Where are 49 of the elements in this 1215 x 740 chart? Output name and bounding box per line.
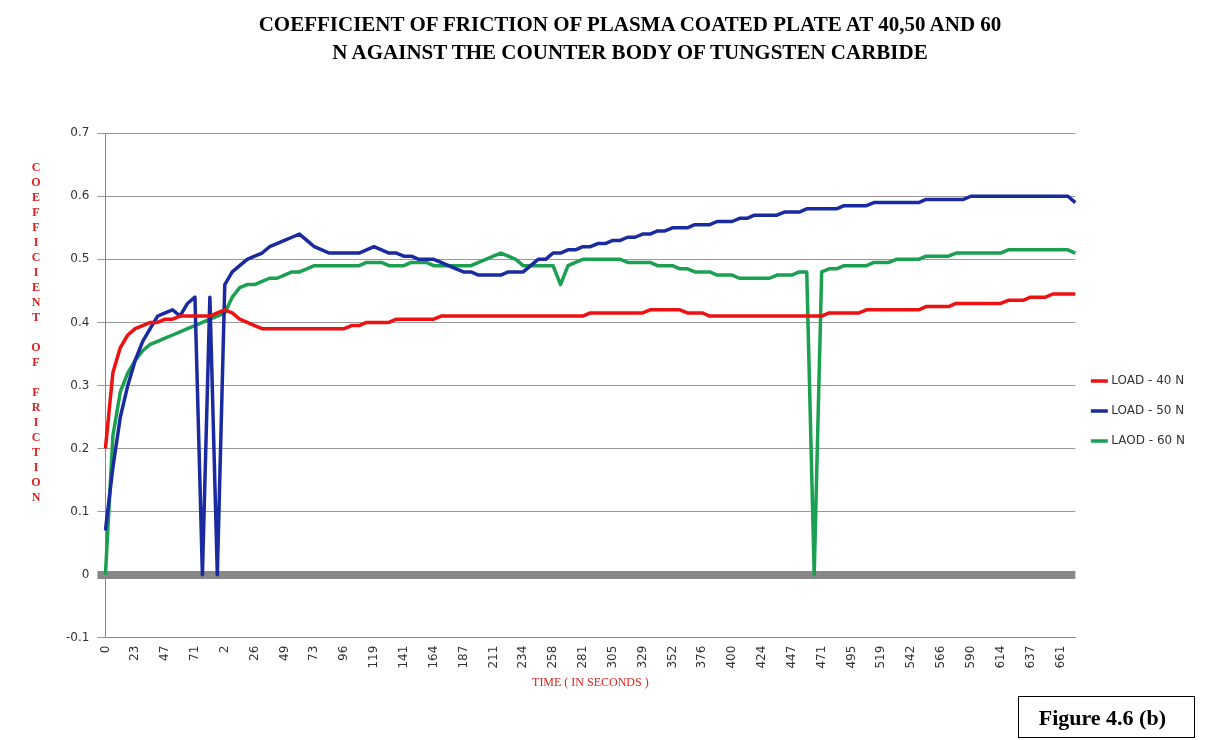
x-tick-label: 211	[485, 645, 500, 669]
x-tick-label: 661	[1052, 645, 1067, 669]
x-axis-title: TIME ( IN SECONDS )	[532, 674, 649, 689]
x-tick-label: 47	[157, 645, 172, 661]
legend-label: LOAD - 40 N	[1111, 373, 1185, 388]
y-tick-label: 0.2	[70, 440, 90, 455]
y-tick-label: 0.3	[70, 377, 90, 392]
x-tick-label: 590	[963, 645, 978, 669]
x-tick-label: 96	[336, 645, 351, 661]
legend-label: LAOD - 60 N	[1111, 433, 1186, 448]
x-tick-label: 141	[395, 645, 410, 669]
x-tick-label: 447	[783, 645, 798, 669]
x-tick-label: 495	[843, 645, 858, 669]
x-tick-label: 614	[992, 645, 1007, 669]
y-tick-label: 0	[81, 566, 90, 581]
x-tick-label: 164	[425, 645, 440, 669]
y-tick-label: 0.4	[70, 314, 90, 329]
legend-label: LOAD - 50 N	[1111, 403, 1185, 418]
x-tick-label: 26	[246, 645, 261, 661]
x-tick-label: 305	[604, 645, 619, 669]
y-tick-label: 0.6	[70, 188, 90, 203]
x-tick-label: 519	[873, 645, 888, 669]
x-tick-label: 471	[813, 645, 828, 669]
x-tick-label: 73	[306, 645, 321, 661]
x-tick-label: 49	[276, 645, 291, 661]
caption: Figure 4.6 (b)	[1017, 696, 1195, 738]
x-tick-label: 352	[664, 645, 679, 669]
x-tick-label: 0	[97, 645, 112, 654]
x-tick-label: 23	[127, 645, 142, 661]
y-tick-label: 0.1	[70, 503, 90, 518]
x-tick-label: 542	[903, 645, 918, 669]
y-tick-label: 0.5	[70, 251, 90, 266]
x-tick-label: 281	[575, 645, 590, 669]
x-tick-label: 119	[366, 645, 381, 669]
chart-title: COEFFICIENT OF FRICTION OF PLASMA COATED PLATE AT 40,50 AND 60 N AGAINST THE COUNTER BODY OF TUNGSTEN CARBIDE	[257, 11, 1003, 66]
x-tick-label: 71	[187, 645, 202, 661]
y-axis-title: COEFFICIENT OF FRICTION	[28, 160, 43, 505]
x-tick-label: 424	[754, 645, 769, 669]
x-tick-label: 566	[933, 645, 948, 669]
x-tick-label: 376	[694, 645, 709, 669]
x-tick-label: 637	[1022, 645, 1037, 669]
x-tick-label: 234	[515, 645, 530, 669]
y-tick-label: 0.7	[70, 125, 90, 140]
x-tick-label: 2	[216, 645, 231, 654]
x-tick-label: 187	[455, 645, 470, 669]
x-tick-label: 258	[545, 645, 560, 669]
x-tick-label: 329	[634, 645, 649, 669]
x-tick-label: 400	[724, 645, 739, 669]
y-tick-label: -0.1	[65, 629, 90, 644]
